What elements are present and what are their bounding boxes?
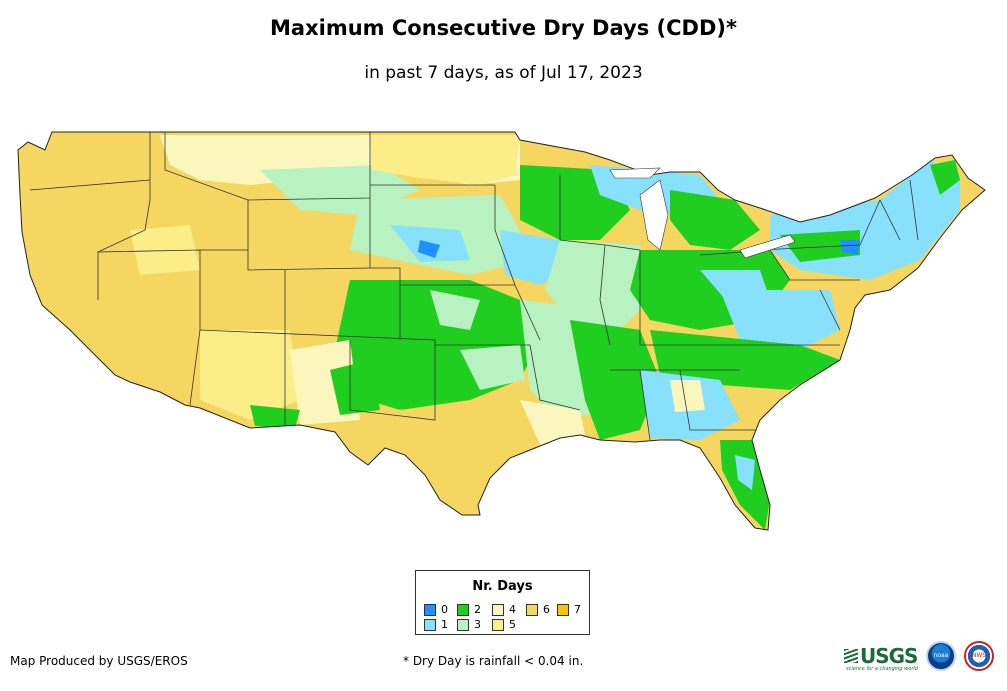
usgs-wave-icon [844,649,858,663]
lake-michigan [639,179,669,251]
legend-item-7: 7 [557,603,581,616]
dry-day-patches [130,135,960,530]
lake-erie [739,234,796,259]
noaa-logo[interactable]: noaa [926,641,956,671]
legend: Nr. Days 0 1 2 3 4 5 6 7 [415,570,590,635]
state-borders [29,132,919,441]
patch-0-nebraska [418,240,440,258]
patch-3-kansas [430,290,480,330]
legend-label: 2 [474,603,481,616]
legend-label: 5 [509,618,516,631]
legend-item-5: 5 [492,618,516,631]
patch-4-texas-east [520,400,585,445]
patch-2-ny [780,230,860,262]
legend-swatch [424,603,436,616]
patch-5-arizona [200,330,300,420]
patch-2-arkansas [570,320,660,440]
patch-1-virginia [720,290,840,350]
legend-swatch [557,603,569,616]
usgs-logo-text: USGS [860,644,918,668]
noaa-logo-text: noaa [933,652,949,659]
legend-item-0: 0 [424,603,448,616]
patch-3-ok-east [460,345,525,390]
patch-2-nm [330,360,380,415]
legend-item-4: 4 [492,603,516,616]
legend-item-3: 3 [457,618,481,631]
legend-label: 4 [509,603,516,616]
nws-logo[interactable]: NWS [964,641,994,671]
legend-swatch [424,618,436,631]
lake-superior [609,167,661,179]
legend-swatch [526,603,538,616]
legend-item-1: 1 [424,618,448,631]
nws-logo-text: NWS [971,652,987,659]
usgs-logo[interactable]: USGS [844,644,918,668]
legend-label: 7 [574,603,581,616]
legend-label: 6 [543,603,550,616]
patch-5-nevada [130,225,200,275]
map-title: Maximum Consecutive Dry Days (CDD)* [270,16,737,40]
us-dry-days-map [17,131,986,531]
legend-swatch [492,603,504,616]
patch-6-texas [390,405,530,470]
dry-day-footnote: * Dry Day is rainfall < 0.04 in. [403,654,584,668]
patch-5-nd [370,135,520,185]
usgs-tagline: science for a changing world [846,666,918,672]
patch-0-ny [840,240,860,255]
us-outline [17,131,986,531]
patch-2-border [250,405,300,428]
map-subtitle: in past 7 days, as of Jul 17, 2023 [364,63,643,83]
legend-item-2: 2 [457,603,481,616]
legend-label: 3 [474,618,481,631]
patch-4-alabama [670,380,705,412]
legend-label: 0 [441,603,448,616]
legend-swatch [457,603,469,616]
legend-item-6: 6 [526,603,550,616]
patch-1-florida [735,455,755,490]
map-credit: Map Produced by USGS/EROS [10,654,188,668]
patch-2-maine [930,160,960,195]
legend-label: 1 [441,618,448,631]
legend-swatch [492,618,504,631]
legend-title: Nr. Days [472,579,533,594]
patch-1-northeast [770,160,960,280]
legend-swatch [457,618,469,631]
patch-2-michigan [670,190,760,250]
